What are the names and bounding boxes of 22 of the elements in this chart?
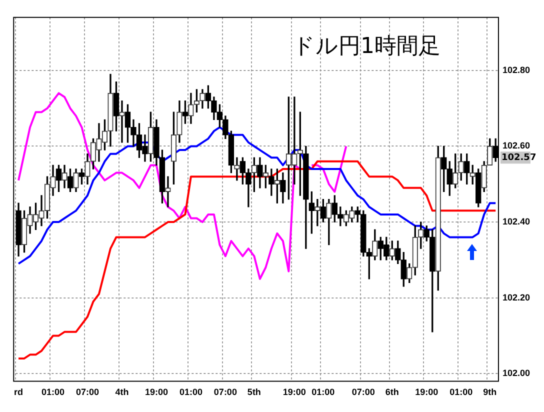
- x-tick-label: 01:00: [179, 387, 202, 398]
- x-tick-label: 19:00: [282, 387, 306, 398]
- x-tick-label: 19:00: [144, 387, 168, 398]
- y-tick-label: 102.40: [502, 216, 530, 227]
- x-tick-label: 01:00: [41, 387, 65, 398]
- x-tick-label: 01:00: [312, 387, 335, 398]
- text: ドル円1時間足: [292, 34, 440, 60]
- x-tick-label: 4th: [115, 387, 129, 398]
- x-tick-label: 07:00: [214, 387, 237, 398]
- y-tick-label: 102.60: [502, 140, 530, 151]
- x-tick-label: 9th: [483, 387, 497, 398]
- x-tick-label: 6th: [385, 387, 399, 398]
- y-tick-label: 102.20: [502, 292, 530, 302]
- y-tick-label: 102.80: [502, 64, 530, 75]
- x-tick-label: 07:00: [76, 387, 100, 398]
- y-tick-label: 102.00: [502, 368, 530, 378]
- x-tick-label: 19:00: [415, 387, 438, 398]
- x-tick-label: rd: [14, 387, 24, 398]
- x-tick-label: 01:00: [450, 387, 473, 398]
- x-tick-label: 07:00: [352, 387, 375, 398]
- x-tick-label: 5th: [247, 387, 261, 398]
- text: 102.57: [501, 152, 536, 163]
